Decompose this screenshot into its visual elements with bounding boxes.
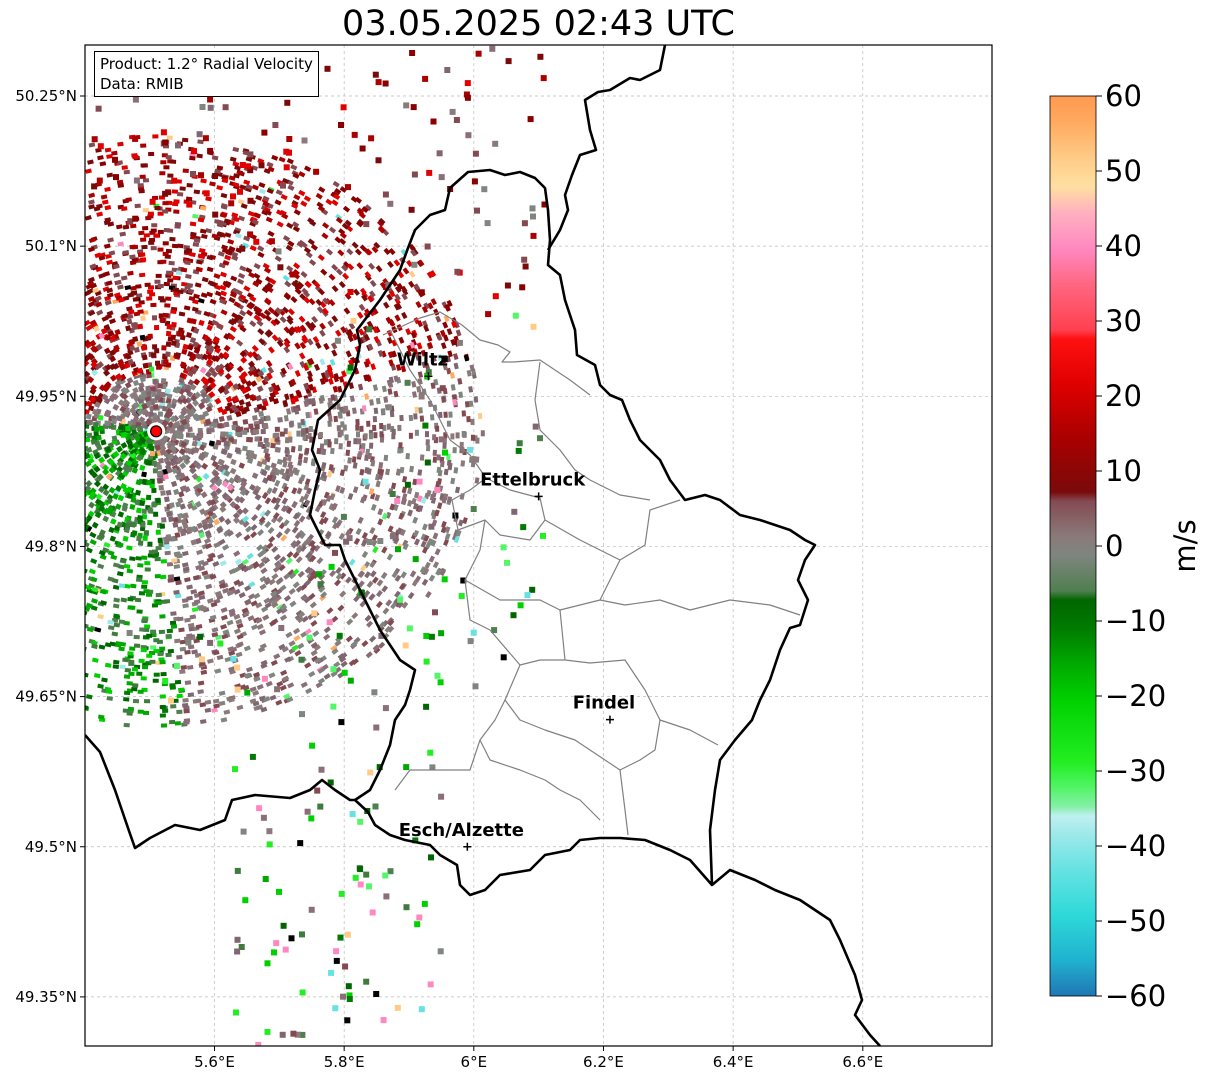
lon-tick-label: 6.6°E [842,1053,883,1071]
colorbar-tick-label: 60 [1105,79,1142,113]
lon-tick-label: 6.4°E [713,1053,754,1071]
lat-tick-label: 49.8°N [25,537,77,555]
colorbar-tick-label: −50 [1105,904,1166,938]
product-info-box: Product: 1.2° Radial Velocity Data: RMIB [94,51,319,97]
colorbar: 60 50 40 30 20 10 0 −10 −20 −30 −40 −50 −60 m/s [1049,79,1202,1013]
city-label: Wiltz [397,349,448,370]
city-layer: Wiltz Ettelbruck Findel Esch/Alzette [397,349,636,851]
city-label: Findel [573,693,636,714]
lat-tick-label: 50.1°N [25,237,77,255]
longitude-ticks: 5.6°E 5.8°E 6°E 6.2°E 6.4°E 6.6°E [194,1046,883,1071]
lat-tick-label: 49.5°N [25,838,77,856]
product-label: Product: 1.2° Radial Velocity [100,55,313,73]
colorbar-tick-label: 40 [1105,229,1142,263]
city-label: Ettelbruck [480,469,586,490]
luxembourg-border [308,168,817,897]
colorbar-tick-label: −10 [1105,604,1166,638]
lat-tick-label: 49.95°N [15,387,77,405]
national-borders [85,45,881,1046]
colorbar-tick-label: −20 [1105,679,1166,713]
chart-title: 03.05.2025 02:43 UTC [342,4,735,44]
radar-velocity-layer [85,45,548,1046]
data-source-label: Data: RMIB [100,75,184,93]
lat-tick-label: 49.35°N [15,988,77,1006]
lat-tick-label: 49.65°N [15,688,77,706]
map-frame [84,44,993,1047]
colorbar-tick-label: −60 [1105,979,1166,1013]
colorbar-tick-label: 10 [1105,454,1142,488]
radar-site-dot [150,425,163,438]
lon-tick-label: 5.8°E [324,1053,365,1071]
germany-border-east [546,45,667,251]
lon-tick-label: 5.6°E [194,1053,235,1071]
radar-site-marker [147,422,166,441]
france-border-south [711,868,881,1046]
colorbar-tick-label: 50 [1105,154,1142,188]
colorbar-label: m/s [1168,519,1202,572]
colorbar-tick-label: 30 [1105,304,1142,338]
colorbar-tick-label: −40 [1105,829,1166,863]
colorbar-tick-label: 20 [1105,379,1142,413]
colorbar-tick-label: −30 [1105,754,1166,788]
latitude-ticks: 50.25°N 50.1°N 49.95°N 49.8°N 49.65°N 49.5°N 4… [15,87,85,1006]
city-label: Esch/Alzette [399,820,524,841]
border-layer [85,45,881,1046]
lon-tick-label: 6°E [461,1053,488,1071]
colorbar-ticks: 60 50 40 30 20 10 0 −10 −20 −30 −40 −50 −60 [1096,79,1166,1013]
colorbar-bar [1049,95,1097,997]
lat-tick-label: 50.25°N [15,87,77,105]
canton-boundaries [382,311,801,836]
colorbar-tick-label: 0 [1105,529,1123,563]
belgium-france-border [85,734,355,850]
lon-tick-label: 6.2°E [583,1053,624,1071]
